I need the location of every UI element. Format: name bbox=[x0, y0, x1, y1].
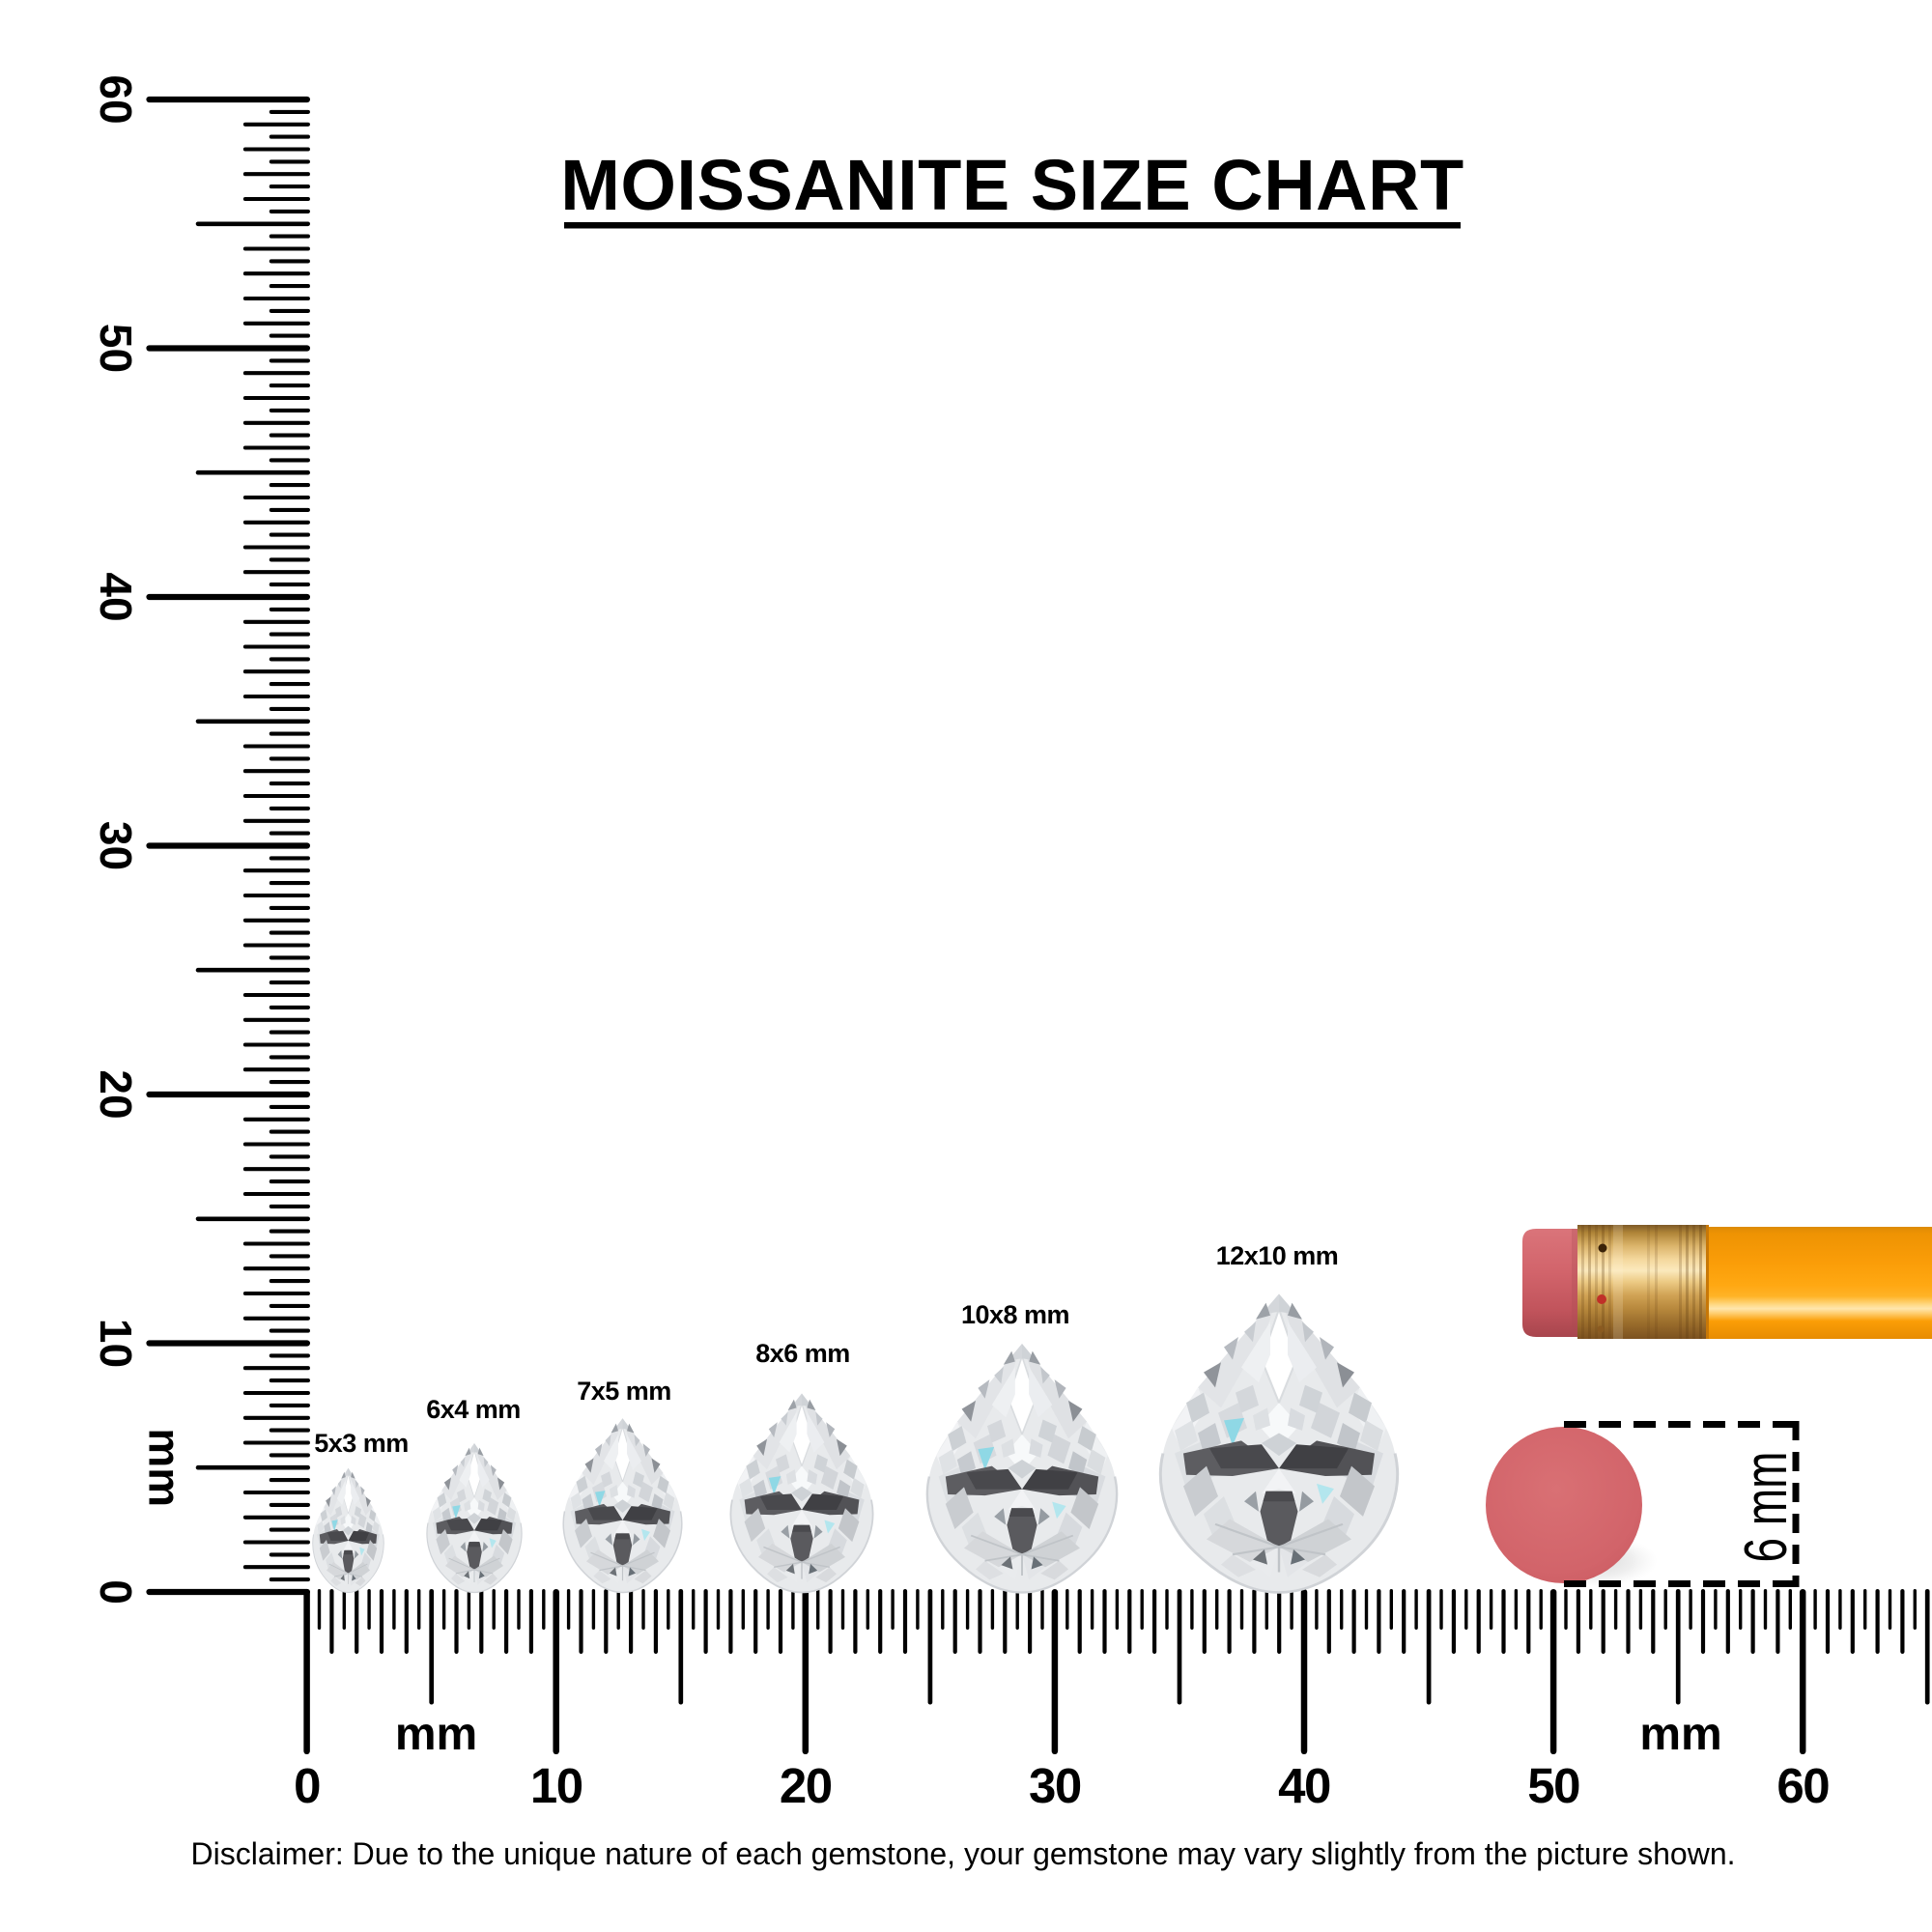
svg-text:0: 0 bbox=[294, 1758, 320, 1813]
svg-text:12x10 mm: 12x10 mm bbox=[1216, 1241, 1339, 1270]
svg-text:6x4 mm: 6x4 mm bbox=[426, 1395, 521, 1424]
svg-text:0: 0 bbox=[91, 1579, 141, 1605]
svg-text:40: 40 bbox=[91, 572, 141, 621]
svg-text:50: 50 bbox=[91, 324, 141, 373]
svg-text:6 mm: 6 mm bbox=[1732, 1452, 1799, 1563]
svg-text:MOISSANITE SIZE CHART: MOISSANITE SIZE CHART bbox=[560, 145, 1464, 225]
svg-text:60: 60 bbox=[1776, 1758, 1829, 1813]
svg-text:10: 10 bbox=[91, 1319, 141, 1368]
svg-text:7x5 mm: 7x5 mm bbox=[577, 1377, 671, 1406]
svg-text:10x8 mm: 10x8 mm bbox=[961, 1300, 1069, 1329]
svg-text:8x6 mm: 8x6 mm bbox=[755, 1339, 850, 1368]
svg-text:30: 30 bbox=[91, 821, 141, 870]
svg-text:Disclaimer: Due to the unique: Disclaimer: Due to the unique nature of … bbox=[191, 1836, 1736, 1871]
svg-text:5x3 mm: 5x3 mm bbox=[314, 1429, 409, 1458]
svg-text:mm: mm bbox=[1639, 1709, 1721, 1760]
svg-text:40: 40 bbox=[1278, 1758, 1330, 1813]
svg-text:20: 20 bbox=[91, 1069, 141, 1119]
svg-text:60: 60 bbox=[91, 74, 141, 124]
svg-text:mm: mm bbox=[139, 1428, 189, 1507]
svg-text:20: 20 bbox=[780, 1758, 832, 1813]
svg-text:50: 50 bbox=[1527, 1758, 1579, 1813]
svg-text:30: 30 bbox=[1029, 1758, 1081, 1813]
svg-text:mm: mm bbox=[395, 1709, 477, 1760]
svg-text:10: 10 bbox=[530, 1758, 582, 1813]
